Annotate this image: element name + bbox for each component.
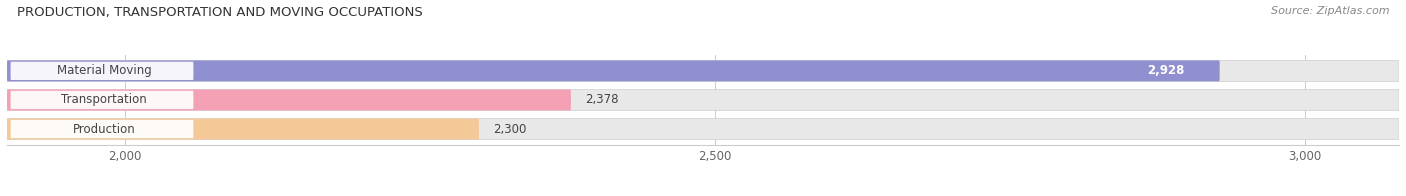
Text: PRODUCTION, TRANSPORTATION AND MOVING OCCUPATIONS: PRODUCTION, TRANSPORTATION AND MOVING OC… bbox=[17, 6, 423, 19]
FancyBboxPatch shape bbox=[11, 120, 194, 138]
Text: 2,378: 2,378 bbox=[585, 93, 619, 106]
Text: 2,928: 2,928 bbox=[1147, 64, 1184, 77]
FancyBboxPatch shape bbox=[7, 119, 479, 140]
Text: 2,300: 2,300 bbox=[494, 122, 526, 136]
Text: Source: ZipAtlas.com: Source: ZipAtlas.com bbox=[1271, 6, 1389, 16]
FancyBboxPatch shape bbox=[7, 119, 1399, 140]
FancyBboxPatch shape bbox=[11, 62, 194, 80]
Text: Transportation: Transportation bbox=[62, 93, 148, 106]
FancyBboxPatch shape bbox=[7, 90, 1399, 110]
FancyBboxPatch shape bbox=[7, 90, 571, 110]
FancyBboxPatch shape bbox=[11, 91, 194, 109]
Text: Material Moving: Material Moving bbox=[58, 64, 152, 77]
FancyBboxPatch shape bbox=[7, 60, 1399, 81]
Text: Production: Production bbox=[73, 122, 136, 136]
FancyBboxPatch shape bbox=[7, 60, 1219, 81]
